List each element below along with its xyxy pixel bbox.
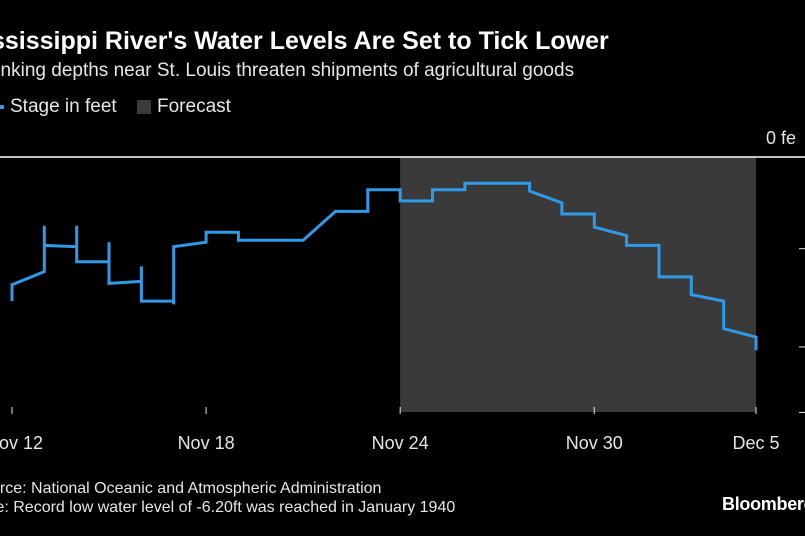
source-note: urce: National Oceanic and Atmospheric A… xyxy=(0,480,382,497)
x-tick-label-4: Dec 5 xyxy=(732,433,779,453)
chart-title: ississippi River's Water Levels Are Set … xyxy=(0,27,609,55)
y-unit-label: 0 fe xyxy=(766,128,797,148)
chart-subtitle: rinking depths near St. Louis threaten s… xyxy=(0,60,575,81)
legend-swatch-stage xyxy=(0,105,4,109)
x-axis-ticks: ov 12 Nov 18 Nov 24 Nov 30 Dec 5 xyxy=(0,407,780,453)
series-line-stage xyxy=(10,181,758,351)
bloomberg-logo: Bloomberg xyxy=(722,494,805,514)
line-chart: ov 12 Nov 18 Nov 24 Nov 30 Dec 5 xyxy=(0,156,805,453)
x-tick-label-2: Nov 24 xyxy=(372,433,429,453)
legend-item-forecast: Forecast xyxy=(137,96,231,118)
legend-label-stage: Stage in feet xyxy=(10,96,117,117)
legend-swatch-forecast xyxy=(137,100,151,114)
legend-label-forecast: Forecast xyxy=(157,96,231,117)
legend-item-stage: Stage in feet xyxy=(0,96,117,118)
legend: Stage in feet Forecast xyxy=(0,96,805,120)
x-tick-label-0: ov 12 xyxy=(0,433,43,453)
x-tick-label-3: Nov 30 xyxy=(566,433,623,453)
forecast-region xyxy=(400,157,756,412)
x-tick-label-1: Nov 18 xyxy=(178,433,235,453)
footnote: te: Record low water level of -6.20ft wa… xyxy=(0,499,456,516)
